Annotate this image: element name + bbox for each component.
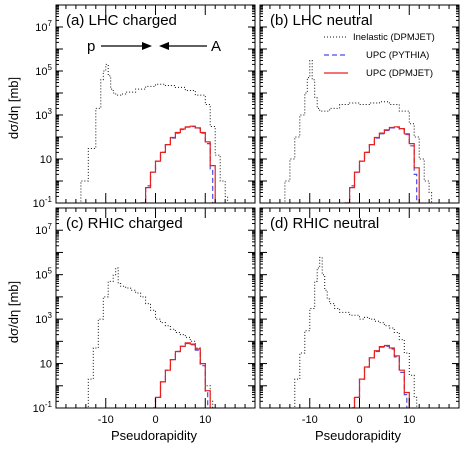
y-tick-label: 103 <box>35 311 52 326</box>
x-tick-label: 0 <box>356 414 362 426</box>
series-upc-pythia <box>153 342 209 408</box>
chart-panel-3: (d) RHIC neutral -10 0 10 <box>259 207 460 426</box>
panel-title: (b) LHC neutral <box>270 12 373 29</box>
y-tick-label: 10 <box>40 359 52 371</box>
y-tick-label: 10 <box>40 154 52 166</box>
x-tick-label: 10 <box>403 414 415 426</box>
y-tick-label: 105 <box>35 63 52 78</box>
series-group <box>277 60 433 203</box>
legend-upc-dpmjet-label: UPC (DPMJET) <box>366 68 433 79</box>
beam-arrowhead-right <box>142 42 152 50</box>
y-axis-title-bottom: dσ/dη [mb] <box>6 281 21 343</box>
panel-frame <box>55 4 256 204</box>
chart-panel-1: (b) LHC neutral <box>259 4 460 204</box>
series-upc-pythia <box>344 126 418 203</box>
panels: (a) LHC charged 10-1 10 103 105 107 (b) LHC ne… <box>33 4 460 426</box>
chart-panel-2: (c) RHIC charged -10 0 10 10-1 10 103 105 107 <box>33 207 256 426</box>
y-tick-label: 10-1 <box>33 400 53 415</box>
series-upc-dpmjet <box>344 126 420 203</box>
beam-label-p: p <box>87 38 95 55</box>
y-tick-label: 10-1 <box>33 195 53 210</box>
series-upc-pythia <box>140 125 214 203</box>
series-inelastic-dpmjet <box>83 267 214 408</box>
chart-panel-0: (a) LHC charged 10-1 10 103 105 107 <box>33 4 256 210</box>
beam-label-a: A <box>211 38 221 55</box>
y-tick-label: 105 <box>35 267 52 282</box>
series-upc-dpmjet <box>153 342 211 408</box>
series-upc-dpmjet <box>352 344 410 408</box>
x-tick-label: 10 <box>199 414 211 426</box>
legend-inelastic-label: Inelastic (DPMJET) <box>353 32 435 43</box>
series-inelastic-dpmjet <box>277 60 433 203</box>
series-inelastic-dpmjet <box>73 63 229 203</box>
y-axis-title-top: dσ/dη [mb] <box>6 77 21 139</box>
panel-title: (d) RHIC neutral <box>270 215 379 232</box>
x-axis-title-left: Pseudorapidity <box>111 428 197 443</box>
beam-arrows: p A <box>87 38 221 55</box>
legend-upc-pythia-label: UPC (PYTHIA) <box>366 50 429 61</box>
x-tick-label: -10 <box>98 414 114 426</box>
panel-title: (c) RHIC charged <box>66 215 183 232</box>
series-group <box>289 256 418 408</box>
panel-title: (a) LHC charged <box>66 12 177 29</box>
series-group <box>83 267 214 408</box>
legend: Inelastic (DPMJET) UPC (PYTHIA) UPC (DPM… <box>324 32 435 79</box>
x-axis-title-right: Pseudorapidity <box>315 428 401 443</box>
x-tick-label: -10 <box>302 414 318 426</box>
x-tick-label: 0 <box>152 414 158 426</box>
series-upc-dpmjet <box>140 125 216 203</box>
series-group <box>73 63 229 203</box>
panel-frame <box>259 207 460 409</box>
series-inelastic-dpmjet <box>289 256 418 408</box>
panel-frame <box>55 207 256 409</box>
y-tick-label: 103 <box>35 107 52 122</box>
y-tick-label: 107 <box>35 19 52 34</box>
y-tick-label: 107 <box>35 222 52 237</box>
beam-arrowhead-left <box>159 42 169 50</box>
